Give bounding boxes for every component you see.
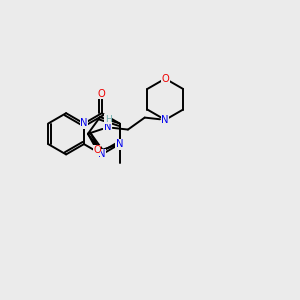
Text: N: N: [98, 149, 106, 159]
Text: O: O: [161, 74, 169, 84]
Text: H: H: [105, 115, 111, 124]
Text: O: O: [93, 145, 101, 155]
Text: N: N: [161, 115, 169, 125]
Text: N: N: [116, 139, 123, 149]
Text: N: N: [80, 118, 88, 128]
Text: O: O: [98, 88, 106, 99]
Text: N: N: [104, 122, 111, 132]
